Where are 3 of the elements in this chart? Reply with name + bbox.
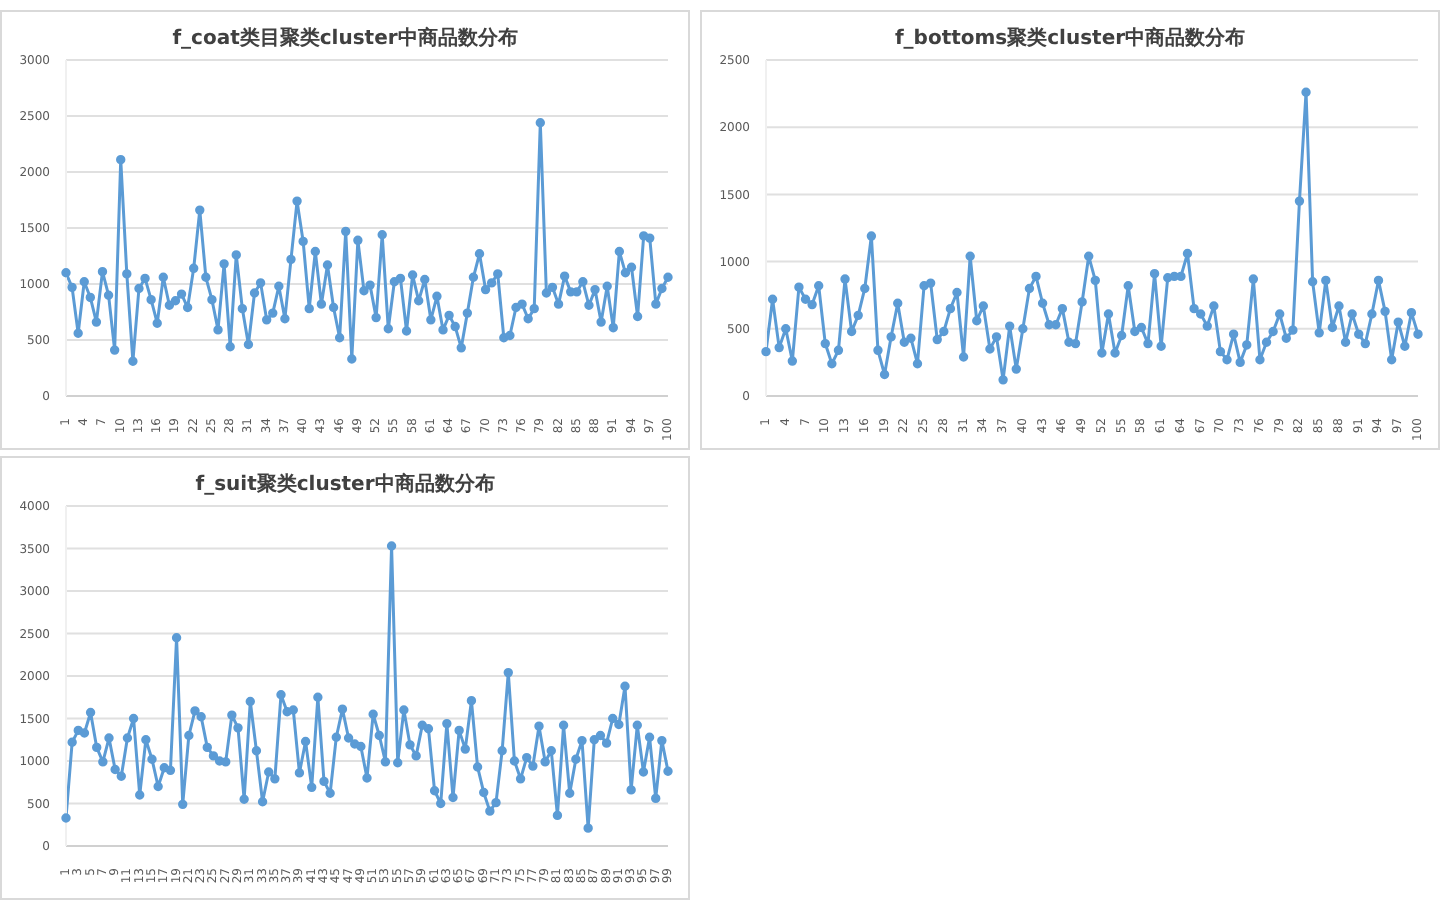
chart-title: f_suit聚类cluster中商品数分布 (193, 470, 497, 498)
chart-title: f_bottoms聚类cluster中商品数分布 (892, 24, 1248, 52)
chart-title: f_coat类目聚类cluster中商品数分布 (170, 24, 520, 52)
